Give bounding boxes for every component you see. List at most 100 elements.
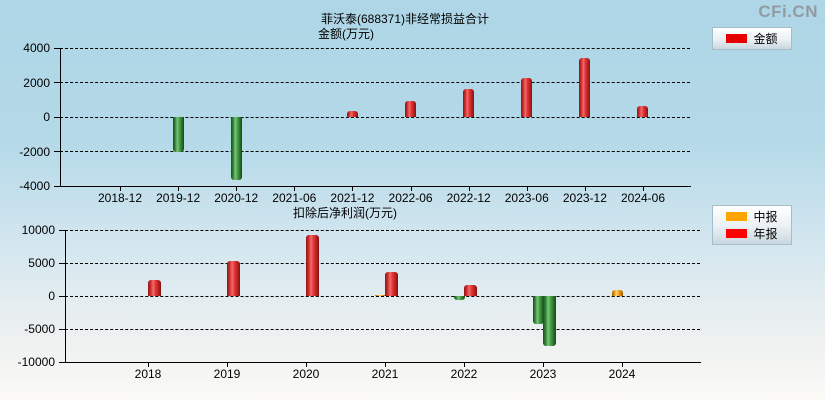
bar-金额-2024-06[interactable] bbox=[637, 105, 649, 117]
x-axis-label: 2021-12 bbox=[330, 191, 375, 205]
bar-年报-2023[interactable] bbox=[543, 296, 556, 347]
x-axis-label: 2022-12 bbox=[446, 191, 491, 205]
bar-金额-2019-12[interactable] bbox=[172, 117, 184, 153]
x-tick-mark bbox=[385, 363, 386, 367]
x-axis-label: 2022-06 bbox=[388, 191, 433, 205]
y-tick-mark bbox=[54, 116, 60, 118]
x-tick-mark bbox=[352, 187, 354, 191]
y-axis bbox=[60, 48, 61, 186]
bar-年报-2022[interactable] bbox=[464, 285, 477, 296]
bar-年报-2019[interactable] bbox=[227, 261, 240, 296]
x-axis-label: 2023-06 bbox=[504, 191, 549, 205]
legend-top-chart: 金额 bbox=[712, 27, 792, 50]
legend-label-annual: 年报 bbox=[753, 226, 778, 241]
y-axis-label: 0 bbox=[43, 110, 50, 124]
bar-金额-2023-12[interactable] bbox=[579, 57, 591, 117]
x-axis-label: 2023 bbox=[529, 367, 557, 381]
gridline bbox=[65, 229, 700, 231]
gridline bbox=[60, 47, 690, 49]
x-axis-label: 2018-12 bbox=[97, 191, 143, 205]
x-tick-mark bbox=[236, 187, 238, 191]
y-axis-label: 0 bbox=[48, 289, 55, 303]
bar-中报-2024[interactable] bbox=[612, 290, 623, 296]
gridline bbox=[65, 262, 700, 264]
gridline bbox=[60, 116, 690, 118]
x-tick-mark bbox=[622, 363, 623, 367]
x-axis-label: 2023-12 bbox=[562, 191, 607, 205]
x-tick-mark bbox=[120, 187, 121, 191]
y-tick-mark bbox=[59, 328, 65, 330]
x-tick-mark bbox=[294, 187, 296, 191]
x-axis bbox=[60, 186, 691, 187]
legend-label-interim: 中报 bbox=[753, 209, 778, 224]
legend-item-interim: 中报 bbox=[713, 208, 791, 225]
bar-中报-2022[interactable] bbox=[454, 296, 465, 300]
gridline bbox=[60, 151, 690, 152]
top-chart-y-unit-label: 金额(万元) bbox=[318, 27, 374, 41]
legend-swatch-amount bbox=[726, 34, 748, 43]
y-axis-label: -4000 bbox=[19, 179, 50, 193]
y-axis-label: 10000 bbox=[21, 223, 55, 237]
x-axis bbox=[65, 362, 701, 363]
x-axis-label: 2024 bbox=[608, 367, 636, 381]
bar-金额-2023-06[interactable] bbox=[521, 78, 533, 117]
x-axis-label: 2022 bbox=[450, 367, 478, 381]
y-tick-mark bbox=[59, 295, 65, 297]
x-tick-mark bbox=[543, 363, 544, 367]
x-tick-mark bbox=[584, 187, 586, 191]
y-axis bbox=[65, 230, 66, 362]
bar-年报-2018[interactable] bbox=[148, 280, 161, 296]
y-tick-mark bbox=[54, 151, 60, 152]
bar-中报-2023[interactable] bbox=[533, 296, 544, 325]
x-axis-label: 2021-06 bbox=[272, 191, 317, 205]
y-axis-label: 5000 bbox=[28, 256, 55, 270]
gridline bbox=[65, 328, 700, 330]
legend-label-amount: 金额 bbox=[753, 31, 778, 46]
x-axis-label: 2019-12 bbox=[156, 191, 201, 205]
bar-中报-2021[interactable] bbox=[375, 295, 386, 296]
x-tick-mark bbox=[464, 363, 465, 367]
y-axis-label: -5000 bbox=[24, 322, 55, 336]
legend-bottom-chart: 中报 年报 bbox=[712, 205, 792, 245]
gridline bbox=[65, 295, 700, 297]
bar-金额-2022-06[interactable] bbox=[405, 101, 417, 117]
bar-年报-2020[interactable] bbox=[306, 234, 319, 296]
x-tick-mark bbox=[148, 363, 149, 367]
y-tick-mark bbox=[54, 82, 60, 83]
x-axis-label: 2020 bbox=[292, 367, 320, 381]
gridline bbox=[60, 82, 690, 83]
x-tick-mark bbox=[410, 187, 412, 191]
legend-swatch-annual bbox=[726, 229, 748, 238]
top-chart-title: 菲沃泰(688371)非经常损益合计 bbox=[320, 12, 490, 26]
x-tick-mark bbox=[178, 187, 180, 191]
bar-金额-2020-12[interactable] bbox=[230, 117, 242, 180]
x-tick-mark bbox=[227, 363, 228, 367]
y-tick-mark bbox=[54, 185, 60, 187]
x-axis-label: 2018 bbox=[134, 367, 162, 381]
bar-年报-2021[interactable] bbox=[385, 272, 398, 296]
y-axis-label: -2000 bbox=[19, 144, 50, 159]
y-axis-label: 2000 bbox=[23, 75, 50, 90]
bar-金额-2021-12[interactable] bbox=[346, 110, 358, 117]
y-tick-mark bbox=[54, 47, 60, 49]
legend-swatch-interim bbox=[726, 212, 748, 221]
x-axis-label: 2019 bbox=[213, 367, 241, 381]
y-tick-mark bbox=[59, 262, 65, 264]
x-tick-mark bbox=[642, 187, 644, 191]
x-axis-label: 2024-06 bbox=[620, 191, 665, 205]
cfi-logo: CFi.CN bbox=[758, 2, 818, 21]
x-axis-label: 2021 bbox=[371, 367, 399, 381]
bottom-chart-title: 扣除后净利润(万元) bbox=[293, 206, 397, 220]
y-tick-mark bbox=[59, 229, 65, 231]
x-axis-label: 2020-12 bbox=[214, 191, 259, 205]
x-tick-mark bbox=[526, 187, 528, 191]
x-tick-mark bbox=[306, 363, 307, 367]
legend-item-amount: 金额 bbox=[713, 30, 791, 47]
y-axis-label: 4000 bbox=[23, 41, 50, 55]
bar-金额-2022-12[interactable] bbox=[463, 88, 475, 117]
x-tick-mark bbox=[468, 187, 470, 191]
y-tick-mark bbox=[59, 361, 65, 363]
y-axis-label: -10000 bbox=[17, 355, 55, 369]
legend-item-annual: 年报 bbox=[713, 225, 791, 242]
